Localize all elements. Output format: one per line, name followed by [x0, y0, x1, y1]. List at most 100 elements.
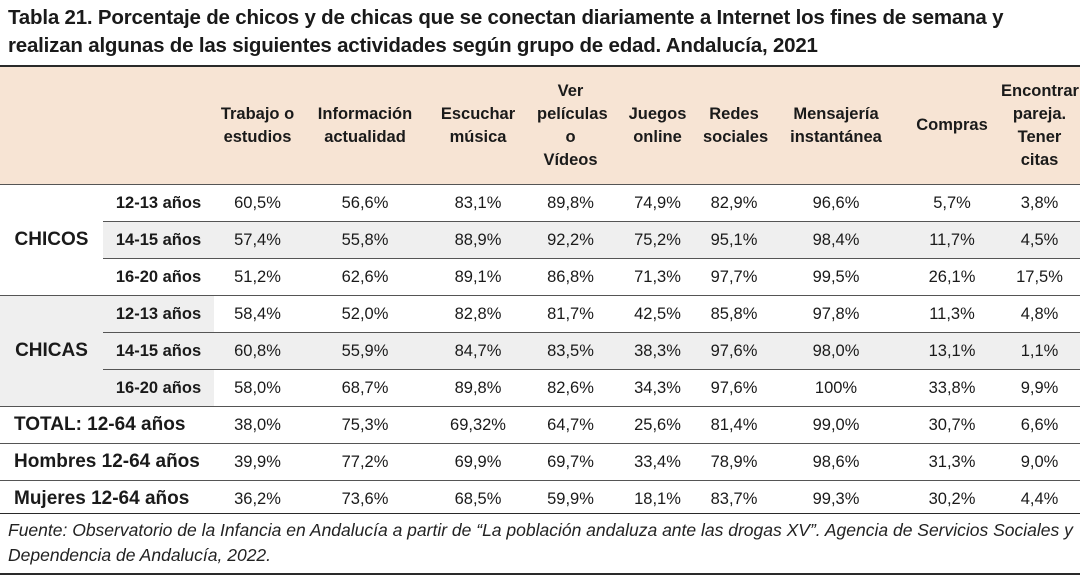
- table-row: 16-20 años 51,2% 62,6% 89,1% 86,8% 71,3%…: [0, 258, 1080, 296]
- table-row: CHICAS 12-13 años 58,4% 52,0% 82,8% 81,7…: [0, 295, 1080, 407]
- cell: 4,4%: [999, 480, 1080, 517]
- cell: 55,8%: [301, 221, 429, 259]
- cell: 13,1%: [905, 332, 999, 370]
- cell: 77,2%: [301, 443, 429, 481]
- cell: 33,8%: [905, 369, 999, 407]
- cell: 38,0%: [214, 406, 301, 444]
- total-row: TOTAL: 12-64 años 38,0% 75,3% 69,32% 64,…: [0, 406, 1080, 444]
- cell: 82,8%: [429, 295, 527, 333]
- age-label: 12-13 años: [103, 184, 214, 222]
- table-title: Tabla 21. Porcentaje de chicos y de chic…: [8, 6, 1004, 57]
- cell: 89,8%: [429, 369, 527, 407]
- cell: 97,6%: [701, 332, 767, 370]
- cell: 96,6%: [767, 184, 905, 222]
- column-header: Juegos online: [614, 67, 701, 185]
- cell: 89,1%: [429, 258, 527, 296]
- cell: 17,5%: [999, 258, 1080, 296]
- cell: 5,7%: [905, 184, 999, 222]
- cell: 82,6%: [527, 369, 614, 407]
- cell: 81,4%: [701, 406, 767, 444]
- cell: 56,6%: [301, 184, 429, 222]
- age-label: 14-15 años: [103, 221, 214, 259]
- cell: 68,7%: [301, 369, 429, 407]
- cell: 97,6%: [701, 369, 767, 407]
- column-header: Redes sociales: [701, 67, 768, 185]
- table-row: CHICOS 12-13 años 60,5% 56,6% 83,1% 89,8…: [0, 184, 1080, 296]
- cell: 98,6%: [767, 443, 905, 481]
- cell: 83,7%: [701, 480, 767, 517]
- cell: 55,9%: [301, 332, 429, 370]
- cell: 4,8%: [999, 295, 1080, 333]
- group-label-chicas: CHICAS: [0, 295, 103, 407]
- cell: 33,4%: [614, 443, 701, 481]
- cell: 59,9%: [527, 480, 614, 517]
- cell: 64,7%: [527, 406, 614, 444]
- cell: 38,3%: [614, 332, 701, 370]
- total-label: Mujeres 12-64 años: [0, 480, 214, 517]
- cell: 58,0%: [214, 369, 301, 407]
- cell: 9,9%: [999, 369, 1080, 407]
- cell: 69,7%: [527, 443, 614, 481]
- cell: 74,9%: [614, 184, 701, 222]
- source-note: Fuente: Observatorio de la Infancia en A…: [8, 520, 1073, 565]
- cell: 98,0%: [767, 332, 905, 370]
- cell: 99,0%: [767, 406, 905, 444]
- cell: 71,3%: [614, 258, 701, 296]
- cell: 84,7%: [429, 332, 527, 370]
- column-header: Encontrar pareja. Tener citas: [999, 67, 1080, 185]
- cell: 73,6%: [301, 480, 429, 517]
- end-rule: [0, 573, 1080, 575]
- cell: 36,2%: [214, 480, 301, 517]
- cell: 60,8%: [214, 332, 301, 370]
- cell: 92,2%: [527, 221, 614, 259]
- cell: 95,1%: [701, 221, 767, 259]
- cell: 83,5%: [527, 332, 614, 370]
- group-label-chicos: CHICOS: [0, 184, 103, 296]
- cell: 6,6%: [999, 406, 1080, 444]
- column-header: Mensajería instantánea: [767, 67, 905, 185]
- cell: 62,6%: [301, 258, 429, 296]
- bottom-rule: [0, 513, 1080, 514]
- cell: 18,1%: [614, 480, 701, 517]
- cell: 4,5%: [999, 221, 1080, 259]
- column-header: Ver películas o Vídeos: [527, 67, 614, 185]
- cell: 51,2%: [214, 258, 301, 296]
- total-row: Mujeres 12-64 años 36,2% 73,6% 68,5% 59,…: [0, 480, 1080, 517]
- cell: 78,9%: [701, 443, 767, 481]
- cell: 34,3%: [614, 369, 701, 407]
- cell: 60,5%: [214, 184, 301, 222]
- cell: 97,8%: [767, 295, 905, 333]
- cell: 1,1%: [999, 332, 1080, 370]
- data-table: Trabajo o estudios Información actualida…: [0, 67, 1080, 517]
- cell: 11,3%: [905, 295, 999, 333]
- column-header: Información actualidad: [301, 67, 429, 185]
- header-blank: [0, 67, 103, 185]
- cell: 82,9%: [701, 184, 767, 222]
- cell: 89,8%: [527, 184, 614, 222]
- total-label: TOTAL: 12-64 años: [0, 406, 214, 444]
- header-blank: [103, 67, 214, 185]
- age-label: 16-20 años: [103, 369, 214, 407]
- cell: 69,32%: [429, 406, 527, 444]
- cell: 39,9%: [214, 443, 301, 481]
- cell: 75,2%: [614, 221, 701, 259]
- cell: 42,5%: [614, 295, 701, 333]
- column-header: Trabajo o estudios: [214, 67, 301, 185]
- cell: 97,7%: [701, 258, 767, 296]
- cell: 100%: [767, 369, 905, 407]
- cell: 9,0%: [999, 443, 1080, 481]
- cell: 88,9%: [429, 221, 527, 259]
- cell: 25,6%: [614, 406, 701, 444]
- cell: 86,8%: [527, 258, 614, 296]
- cell: 81,7%: [527, 295, 614, 333]
- cell: 3,8%: [999, 184, 1080, 222]
- column-header: Escuchar música: [429, 67, 527, 185]
- cell: 58,4%: [214, 295, 301, 333]
- cell: 99,5%: [767, 258, 905, 296]
- cell: 98,4%: [767, 221, 905, 259]
- cell: 68,5%: [429, 480, 527, 517]
- table-row: 14-15 años 60,8% 55,9% 84,7% 83,5% 38,3%…: [0, 332, 1080, 370]
- cell: 52,0%: [301, 295, 429, 333]
- age-label: 16-20 años: [103, 258, 214, 296]
- column-header: Compras: [905, 67, 999, 185]
